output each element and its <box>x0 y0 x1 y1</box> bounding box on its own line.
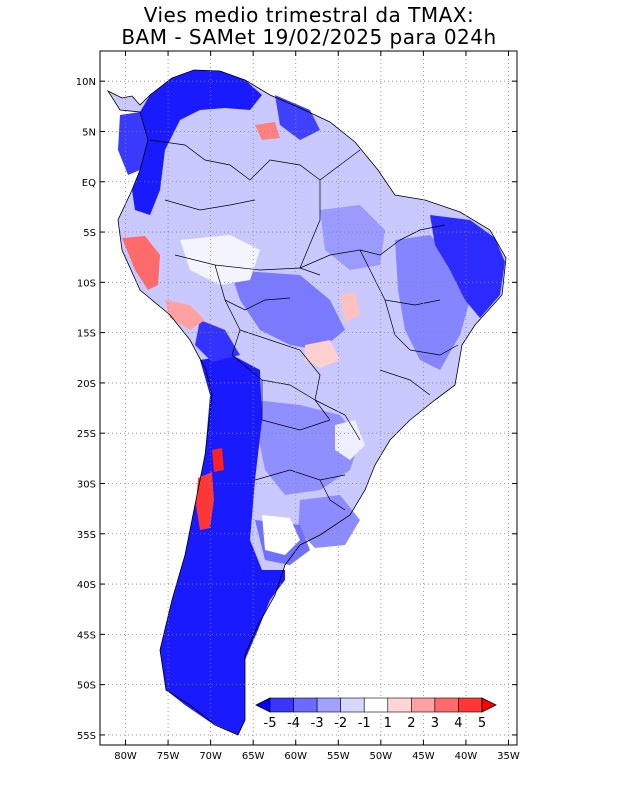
lat-tick-label: 25S <box>77 429 96 440</box>
colorbar-segment <box>316 697 341 713</box>
bias-region-strong <box>275 95 320 140</box>
colorbar-label: -4 <box>287 716 300 731</box>
colorbar-segment <box>363 697 389 713</box>
bias-region-strong <box>132 70 262 215</box>
bias-region-positive <box>212 448 224 472</box>
lat-tick-label: EQ <box>82 178 96 189</box>
colorbar-segment <box>434 697 459 713</box>
bias-region-positive <box>255 122 280 140</box>
colorbar-segment <box>458 697 483 713</box>
bias-region-strong <box>195 320 240 362</box>
lat-tick-label: 35S <box>77 530 96 541</box>
lat-tick-label: 40S <box>77 580 96 591</box>
lat-tick-label: 45S <box>77 630 96 641</box>
colorbar-label: -2 <box>334 716 347 731</box>
lat-tick-label: 15S <box>77 329 96 340</box>
lat-tick-label: 30S <box>77 479 96 490</box>
colorbar-label: 2 <box>407 716 415 731</box>
lon-tick-label: 35W <box>497 751 520 762</box>
lat-tick-label: 50S <box>77 681 96 692</box>
bias-region-neutral <box>180 235 260 285</box>
colorbar-label: -5 <box>264 716 277 731</box>
colorbar-label: 1 <box>384 716 392 731</box>
bias-region-strong <box>430 215 505 318</box>
bias-region-positive <box>196 472 214 530</box>
title-line-1: Vies medio trimestral da TMAX: <box>143 3 475 27</box>
colorbar: -5 -4 -3 -2 -1 1 2 3 4 5 <box>255 697 497 731</box>
colorbar-label: 4 <box>454 716 462 731</box>
bias-region-medium <box>255 400 360 495</box>
lat-tick-label: 5N <box>82 127 96 138</box>
lon-ticks: 80W 75W 70W 65W 60W 55W 50W 45W 40W 35W <box>114 51 520 762</box>
colorbar-label: -3 <box>311 716 324 731</box>
colorbar-segment <box>293 697 318 713</box>
lon-tick-label: 40W <box>455 751 478 762</box>
coastline <box>106 69 507 736</box>
bias-region-medium <box>298 495 360 548</box>
lon-tick-label: 65W <box>242 751 265 762</box>
bias-region-positive <box>122 236 160 290</box>
lon-tick-label: 45W <box>412 751 435 762</box>
lon-tick-label: 50W <box>370 751 393 762</box>
map-frame <box>99 50 518 746</box>
lat-tick-label: 20S <box>77 379 96 390</box>
lat-tick-label: 5S <box>83 228 96 239</box>
colorbar-segment <box>340 697 365 713</box>
colorbar-label: 5 <box>478 716 486 731</box>
title-line-2: BAM - SAMet 19/02/2025 para 024h <box>121 25 497 49</box>
bias-region-positive <box>305 340 340 368</box>
lon-tick-label: 80W <box>114 751 137 762</box>
lat-ticks: 10N 5N EQ 5S 10S 15S 20S 25S 30S 35S 40S 45S 50S 55S <box>76 77 517 742</box>
lat-tick-label: 10S <box>77 278 96 289</box>
bias-region-strong <box>160 355 285 735</box>
gridlines <box>100 51 517 745</box>
colorbar-arrow-right <box>481 697 497 713</box>
lon-tick-label: 70W <box>199 751 222 762</box>
lon-tick-label: 75W <box>157 751 180 762</box>
bias-region-medium <box>230 270 345 350</box>
colorbar-segment <box>411 697 436 713</box>
bias-region-positive <box>340 292 360 322</box>
colorbar-label: 3 <box>431 716 439 731</box>
lat-tick-label: 10N <box>76 77 96 88</box>
colorbar-segment <box>387 697 412 713</box>
colorbar-label: -1 <box>358 716 371 731</box>
lon-tick-label: 55W <box>327 751 350 762</box>
bias-region-positive <box>165 300 205 330</box>
lon-tick-label: 60W <box>284 751 307 762</box>
bias-region-neutral <box>262 515 300 555</box>
bias-region-neutral <box>335 420 365 460</box>
lat-tick-label: 55S <box>77 731 96 742</box>
colorbar-segment <box>269 697 294 713</box>
